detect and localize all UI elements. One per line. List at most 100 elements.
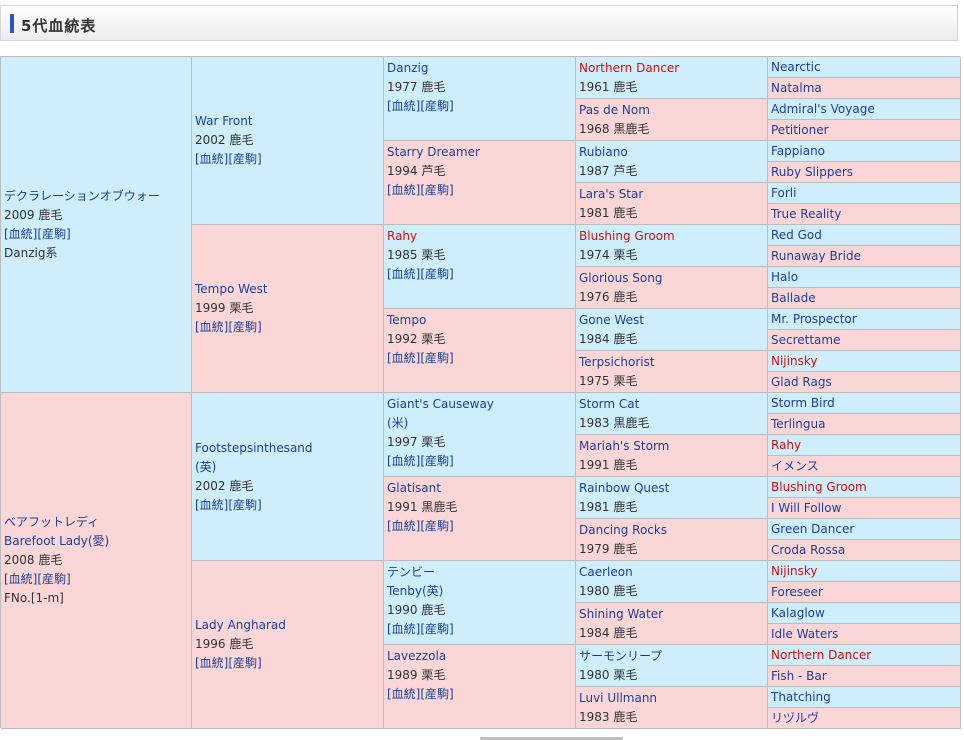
horse-name[interactable]: Lady Angharad: [195, 618, 286, 632]
pedigree-link[interactable]: [血統]: [387, 99, 421, 113]
horse-name[interactable]: Giant's Causeway: [387, 397, 494, 411]
horse-name[interactable]: Red God: [771, 228, 822, 242]
horse-name[interactable]: Forli: [771, 186, 797, 200]
horse-name[interactable]: Glatisant: [387, 481, 441, 495]
horse-name[interactable]: Fish - Bar: [771, 669, 827, 683]
gen5-cell: Fappiano: [768, 141, 961, 162]
sire-name[interactable]: デクラレーションオブウォー: [4, 188, 160, 203]
horse-name[interactable]: Luvi Ullmann: [579, 691, 658, 705]
horse-name[interactable]: Shining Water: [579, 607, 664, 621]
horse-name[interactable]: Petitioner: [771, 123, 829, 137]
offspring-link[interactable]: [産駒]: [228, 656, 262, 670]
horse-name[interactable]: Storm Cat: [579, 397, 640, 411]
horse-name[interactable]: Blushing Groom: [579, 229, 675, 243]
horse-name[interactable]: Mr. Prospector: [771, 312, 857, 326]
horse-name[interactable]: Fappiano: [771, 144, 826, 158]
horse-name[interactable]: Rainbow Quest: [579, 481, 670, 495]
horse-name[interactable]: Tempo: [387, 313, 427, 327]
horse-name[interactable]: Glad Rags: [771, 375, 832, 389]
pedigree-link[interactable]: [血統]: [387, 687, 421, 701]
gen5-cell: Natalma: [768, 78, 961, 99]
pedigree-link[interactable]: [血統]: [195, 320, 229, 334]
horse-name[interactable]: Footstepsinthesand: [195, 440, 313, 455]
horse-name[interactable]: Rahy: [771, 438, 802, 452]
horse-name[interactable]: Storm Bird: [771, 396, 835, 410]
pedigree-link[interactable]: [血統]: [4, 226, 38, 241]
horse-name-alt[interactable]: Tenby(英): [387, 584, 444, 598]
dam-name[interactable]: ベアフットレディ: [4, 515, 100, 529]
horse-name[interactable]: Rubiano: [579, 145, 628, 159]
horse-name[interactable]: リヅルヴ: [771, 711, 820, 725]
pedigree-link[interactable]: [血統]: [4, 572, 38, 586]
dam-family: FNo.[1-m]: [4, 591, 64, 605]
pedigree-link[interactable]: [血統]: [387, 454, 421, 468]
pedigree-link[interactable]: [血統]: [195, 497, 229, 512]
horse-name[interactable]: Dancing Rocks: [579, 523, 668, 537]
horse-name[interactable]: Lara's Star: [579, 187, 644, 201]
horse-name[interactable]: Terpsichorist: [579, 355, 655, 369]
horse-name[interactable]: Terlingua: [771, 417, 826, 431]
offspring-link[interactable]: [産駒]: [420, 687, 454, 701]
horse-name[interactable]: Thatching: [771, 690, 831, 704]
offspring-link[interactable]: [産駒]: [228, 152, 262, 166]
horse-name[interactable]: Glorious Song: [579, 271, 663, 285]
pedigree-link[interactable]: [血統]: [387, 267, 421, 281]
gen4-cell: Glorious Song 1976 鹿毛: [576, 267, 768, 309]
horse-name[interactable]: War Front: [195, 114, 253, 128]
offspring-link[interactable]: [産駒]: [420, 99, 454, 113]
horse-name[interactable]: Blushing Groom: [771, 480, 867, 494]
horse-name[interactable]: Rahy: [387, 229, 418, 243]
horse-name[interactable]: Nearctic: [771, 60, 821, 74]
horse-name[interactable]: Ruby Slippers: [771, 165, 854, 179]
offspring-link[interactable]: [産駒]: [420, 622, 454, 636]
horse-name[interactable]: Natalma: [771, 81, 822, 95]
horse-name[interactable]: Mariah's Storm: [579, 439, 670, 453]
offspring-link[interactable]: [産駒]: [420, 454, 454, 468]
horse-name[interactable]: Runaway Bride: [771, 249, 861, 263]
pedigree-link[interactable]: [血統]: [387, 519, 421, 533]
horse-name[interactable]: Halo: [771, 270, 799, 284]
pedigree-link[interactable]: [血統]: [195, 656, 229, 670]
horse-name[interactable]: Northern Dancer: [579, 61, 680, 75]
pedigree-link[interactable]: [血統]: [387, 351, 421, 365]
dam-born: 2008 鹿毛: [4, 553, 63, 567]
offspring-link[interactable]: [産駒]: [37, 226, 71, 241]
horse-name[interactable]: Danzig: [387, 61, 429, 75]
horse-name[interactable]: Starry Dreamer: [387, 145, 480, 159]
offspring-link[interactable]: [産駒]: [37, 572, 71, 586]
horse-name[interactable]: True Reality: [771, 207, 842, 221]
horse-name[interactable]: Green Dancer: [771, 522, 855, 536]
horse-name[interactable]: Gone West: [579, 313, 644, 327]
horse-name[interactable]: Tempo West: [195, 282, 268, 296]
horse-name[interactable]: サーモンリープ: [579, 649, 663, 663]
horse-name[interactable]: Idle Waters: [771, 627, 839, 641]
horse-name[interactable]: Secrettame: [771, 333, 841, 347]
horse-born: 1980 鹿毛: [579, 584, 638, 598]
horse-name[interactable]: Croda Rossa: [771, 543, 846, 557]
horizontal-scrollbar[interactable]: [480, 737, 623, 740]
offspring-link[interactable]: [産駒]: [420, 519, 454, 533]
offspring-link[interactable]: [産駒]: [228, 497, 262, 512]
horse-name[interactable]: Ballade: [771, 291, 816, 305]
pedigree-link[interactable]: [血統]: [195, 152, 229, 166]
dam-name-alt[interactable]: Barefoot Lady(愛): [4, 534, 110, 548]
horse-name[interactable]: Lavezzola: [387, 649, 447, 663]
horse-name[interactable]: Admiral's Voyage: [771, 102, 875, 116]
horse-name[interactable]: Foreseer: [771, 585, 823, 599]
offspring-link[interactable]: [産駒]: [420, 267, 454, 281]
horse-name[interactable]: Caerleon: [579, 565, 633, 579]
horse-name[interactable]: Nijinsky: [771, 354, 818, 368]
horse-name[interactable]: Pas de Nom: [579, 103, 650, 117]
horse-links: [血統][産駒]: [195, 654, 383, 673]
pedigree-link[interactable]: [血統]: [387, 183, 421, 197]
offspring-link[interactable]: [産駒]: [420, 183, 454, 197]
pedigree-link[interactable]: [血統]: [387, 622, 421, 636]
horse-name[interactable]: I Will Follow: [771, 501, 842, 515]
horse-name[interactable]: イメンス: [771, 459, 819, 473]
horse-name[interactable]: テンビー: [387, 565, 436, 579]
offspring-link[interactable]: [産駒]: [420, 351, 454, 365]
offspring-link[interactable]: [産駒]: [228, 320, 262, 334]
horse-name[interactable]: Kalaglow: [771, 606, 825, 620]
horse-name[interactable]: Northern Dancer: [771, 648, 872, 662]
horse-name[interactable]: Nijinsky: [771, 564, 818, 578]
